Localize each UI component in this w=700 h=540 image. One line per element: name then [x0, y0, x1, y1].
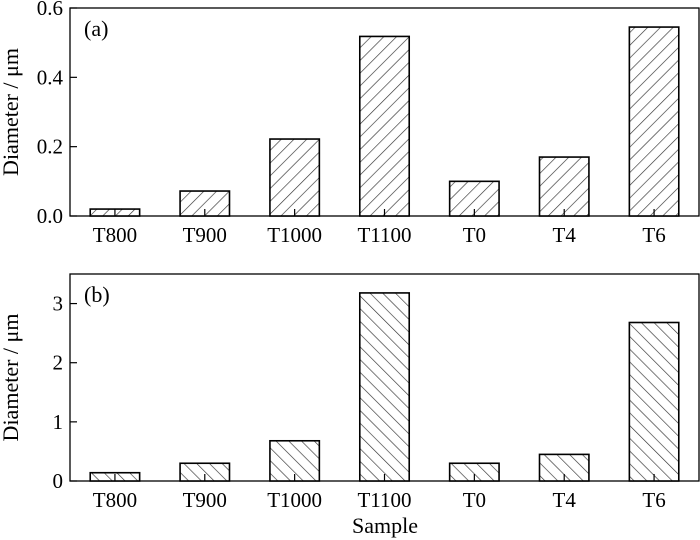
- panel-b-y-tick-label: 0: [53, 469, 64, 493]
- panel-a-bar-t1100: [358, 35, 411, 217]
- x-axis-title: Sample: [352, 513, 418, 538]
- panel-a-y-tick-label: 0.6: [37, 0, 63, 20]
- panel-a-x-tick-label: T1100: [357, 223, 411, 247]
- panel-a-y-tick-label: 0.4: [37, 65, 64, 89]
- panel-a-y-tick-label: 0.0: [37, 204, 63, 228]
- panel-a-x-tick-label: T6: [642, 223, 665, 247]
- panel-a-bar-t1000: [269, 138, 321, 217]
- panel-b-bar-t1100: [358, 292, 411, 482]
- panel-a-bar-t6: [628, 26, 680, 217]
- panel-b-bar-t6: [628, 321, 680, 482]
- panel-b-x-tick-label: T0: [463, 488, 486, 512]
- panel-a-label: (a): [84, 16, 108, 41]
- panel-b-y-tick-label: 1: [53, 410, 64, 434]
- panel-b-x-tick-label: T1100: [357, 488, 411, 512]
- panel-b-x-tick-label: T4: [553, 488, 577, 512]
- panel-a-bar-t4: [538, 156, 590, 217]
- panel-a-x-tick-label: T800: [93, 223, 137, 247]
- panel-b-chart: 0 1 2 3 T800 T900 T1000 T1100 T0 T4 T6 (b) Diameter …: [0, 273, 700, 512]
- panel-a-x-tick-label: T900: [183, 223, 227, 247]
- panel-a-chart: 0.0 0.2 0.4 0.6 T800 T900 T1000 T1100 T0 T4 T6 (a) D…: [0, 0, 700, 247]
- panel-b-y-tick-label: 3: [53, 292, 64, 316]
- panel-b-x-tick-label: T800: [93, 488, 137, 512]
- panel-b-x-tick-label: T1000: [267, 488, 322, 512]
- panel-b-x-tick-label: T6: [642, 488, 665, 512]
- panel-b-y-tick-label: 2: [53, 351, 64, 375]
- panel-a-x-tick-label: T1000: [267, 223, 322, 247]
- panel-b-x-tick-label: T900: [183, 488, 227, 512]
- panel-a-x-tick-label: T0: [463, 223, 486, 247]
- panel-a-x-tick-label: T4: [553, 223, 577, 247]
- panel-a-y-axis-title: Diameter / μm: [0, 48, 23, 176]
- panel-a-y-tick-label: 0.2: [37, 135, 63, 159]
- panel-b-y-axis-title: Diameter / μm: [0, 314, 23, 442]
- panel-b-label: (b): [84, 282, 110, 307]
